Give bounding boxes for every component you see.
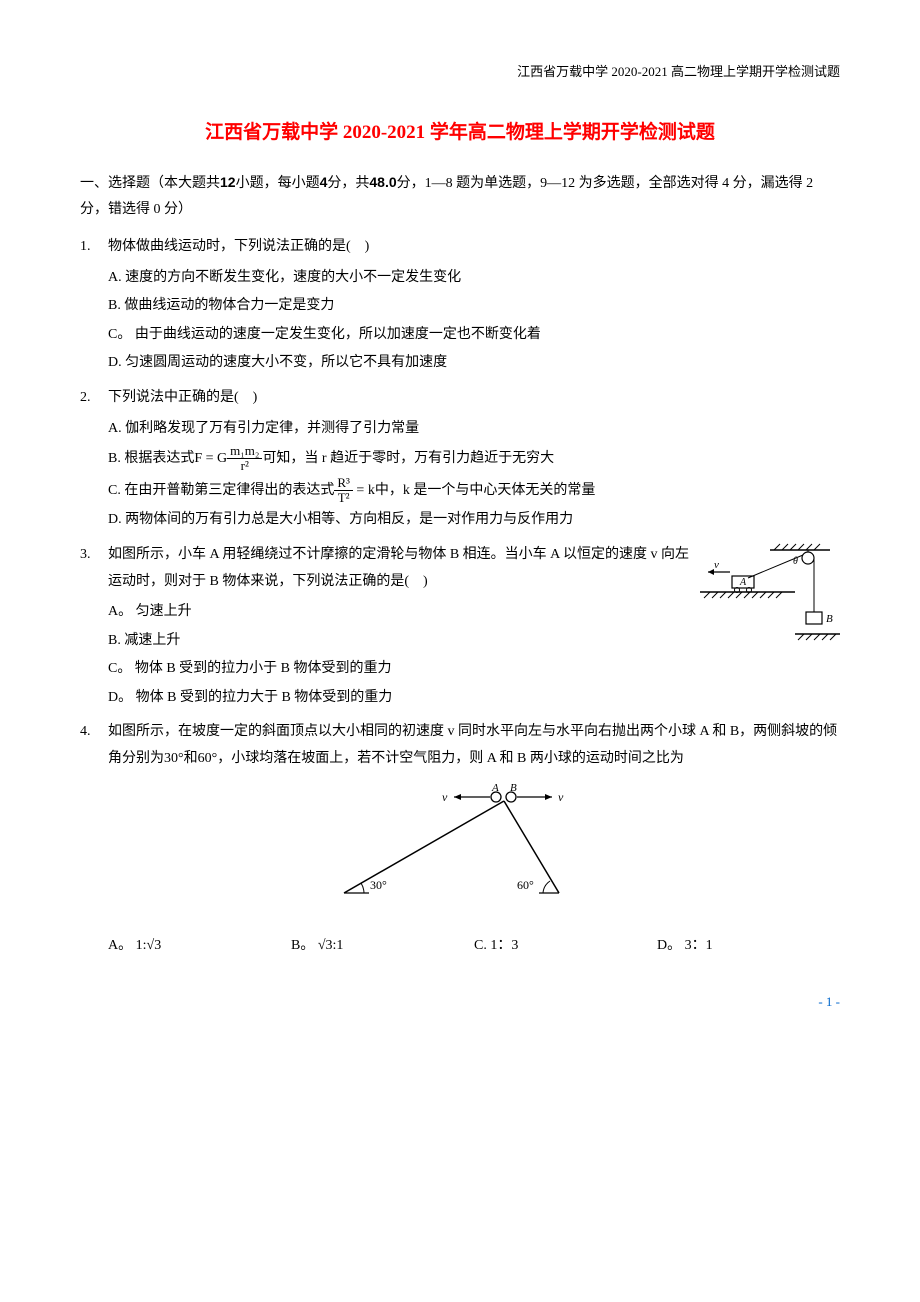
q4c-val: 1：3 — [490, 938, 518, 953]
q1-choice-a: A. 速度的方向不断发生变化，速度的大小不一定发生变化 — [108, 265, 840, 292]
q2-choice-b: B. 根据表达式F = Gm₁m₂r²可知，当 r 趋近于零时，万有引力趋近于无… — [108, 444, 840, 474]
angle-60-label: 60° — [517, 878, 534, 892]
q1-choice-c: C。 由于曲线运动的速度一定发生变化，所以加速度一定也不断变化着 — [108, 322, 840, 349]
angle-30-label: 30° — [370, 878, 387, 892]
q4-stem: 如图所示，在坡度一定的斜面顶点以大小相同的初速度 v 同时水平向左与水平向右抛出… — [108, 719, 840, 772]
q4-choices: A。 1:√3 B。 √3:1 C. 1：3 D。 3：1 — [108, 933, 840, 960]
ball-b-label: B — [510, 783, 517, 794]
block-b-label: B — [826, 613, 833, 625]
q2b-suffix: 可知，当 r 趋近于零时，万有引力趋近于无穷大 — [262, 451, 554, 466]
q4d-label: D。 — [657, 938, 681, 953]
q2c-frac-den: T² — [334, 491, 353, 505]
intro-p3: 小题，每小题 — [236, 176, 320, 191]
q4c-label: C. — [474, 938, 487, 953]
page-number: - 1 - — [80, 990, 840, 1015]
cart-a-label: A — [739, 577, 747, 588]
intro-p1: 一、选择题（本大题共 — [80, 176, 220, 191]
q2b-fraction: m₁m₂r² — [227, 444, 262, 474]
question-2: 2. 下列说法中正确的是( ) A. 伽利略发现了万有引力定律，并测得了引力常量… — [80, 385, 840, 536]
q2c-eq: = k — [353, 483, 375, 498]
theta-label: θ — [793, 556, 798, 567]
q4-choice-b: B。 √3:1 — [291, 933, 474, 960]
q4-choice-c: C. 1：3 — [474, 933, 657, 960]
q2-choice-a: A. 伽利略发现了万有引力定律，并测得了引力常量 — [108, 416, 840, 443]
q2-number: 2. — [80, 385, 108, 536]
q3-choice-d: D。 物体 B 受到的拉力大于 B 物体受到的重力 — [108, 685, 840, 712]
q4b-label: B。 — [291, 938, 314, 953]
q2c-suffix: 中，k 是一个与中心天体无关的常量 — [375, 483, 596, 498]
q1-number: 1. — [80, 234, 108, 379]
q4-figure: 30° 60° A B v v — [108, 783, 840, 924]
question-3: 3. θ — [80, 542, 840, 714]
intro-p5: 分，共 — [327, 176, 369, 191]
q1-choice-b: B. 做曲线运动的物体合力一定是变力 — [108, 293, 840, 320]
q3-figure: θ A v — [700, 542, 840, 653]
q2b-frac-den: r² — [227, 459, 262, 473]
question-1: 1. 物体做曲线运动时，下列说法正确的是( ) A. 速度的方向不断发生变化，速… — [80, 234, 840, 379]
q4-choice-d: D。 3：1 — [657, 933, 840, 960]
q2-choice-d: D. 两物体间的万有引力总是大小相等、方向相反，是一对作用力与反作用力 — [108, 507, 840, 534]
q2-choice-c: C. 在由开普勒第三定律得出的表达式R³T² = k中，k 是一个与中心天体无关… — [108, 476, 840, 506]
q4d-val: 3：1 — [685, 938, 713, 953]
q2c-fraction: R³T² — [334, 476, 353, 506]
q2-stem: 下列说法中正确的是( ) — [108, 385, 840, 412]
q4b-val: √3:1 — [318, 938, 344, 953]
q4-choice-a: A。 1:√3 — [108, 933, 291, 960]
q4-number: 4. — [80, 719, 108, 959]
q1-stem: 物体做曲线运动时，下列说法正确的是( ) — [108, 234, 840, 261]
q3-choice-c: C。 物体 B 受到的拉力小于 B 物体受到的重力 — [108, 656, 840, 683]
section-intro: 一、选择题（本大题共12小题，每小题4分，共48.0分，1—8 题为单选题，9—… — [80, 169, 840, 224]
v-label: v — [714, 559, 719, 571]
q4a-val: 1:√3 — [136, 938, 162, 953]
intro-p6: 48.0 — [369, 174, 396, 190]
q2c-frac-num: R³ — [334, 476, 353, 491]
document-title: 江西省万载中学 2020-2021 学年高二物理上学期开学检测试题 — [80, 115, 840, 151]
q2c-prefix: C. 在由开普勒第三定律得出的表达式 — [108, 483, 334, 498]
v-right-label: v — [558, 790, 564, 804]
question-4: 4. 如图所示，在坡度一定的斜面顶点以大小相同的初速度 v 同时水平向左与水平向… — [80, 719, 840, 959]
ball-a-label: A — [491, 783, 499, 794]
q2b-prefix: B. 根据表达式 — [108, 451, 194, 466]
running-header: 江西省万载中学 2020-2021 高二物理上学期开学检测试题 — [80, 60, 840, 85]
q2b-formula-lhs: F = G — [194, 451, 227, 466]
q4a-label: A。 — [108, 938, 132, 953]
intro-p2: 12 — [220, 174, 236, 190]
q3-number: 3. — [80, 542, 108, 714]
q2b-frac-num: m₁m₂ — [227, 444, 262, 459]
v-left-label: v — [442, 790, 448, 804]
q1-choice-d: D. 匀速圆周运动的速度大小不变，所以它不具有加速度 — [108, 350, 840, 377]
